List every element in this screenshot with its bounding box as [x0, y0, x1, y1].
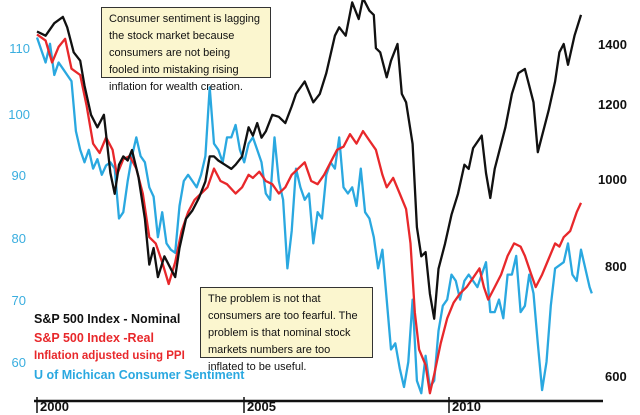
y-left-tick-label: 90 — [11, 168, 26, 183]
annotation-top: Consumer sentiment is lagging the stock … — [101, 7, 271, 93]
y-right-tick-label: 600 — [605, 369, 627, 384]
annotation-bottom: The problem is not that consumers are to… — [200, 287, 373, 373]
series-layer — [35, 0, 593, 395]
y-left-tick-label: 60 — [11, 355, 26, 370]
x-tick-label: 2005 — [247, 399, 276, 414]
y-right-tick-label: 1200 — [598, 97, 627, 112]
x-tick-label: 2000 — [40, 399, 69, 414]
y-right-tick-label: 800 — [605, 259, 627, 274]
legend-real: S&P 500 Index -Real — [34, 331, 154, 345]
y-left-tick-label: 80 — [11, 231, 26, 246]
y-left-tick-label: 70 — [11, 293, 26, 308]
y-left-tick-label: 110 — [9, 41, 30, 56]
legend-nominal: S&P 500 Index - Nominal — [34, 312, 181, 326]
y-right-tick-label: 1000 — [598, 172, 627, 187]
legend-inflation-note: Inflation adjusted using PPI — [34, 350, 185, 362]
x-tick-label: 2010 — [452, 399, 481, 414]
y-left-tick-label: 100 — [8, 107, 30, 122]
series-line-nominal — [36, 0, 583, 320]
series-line-sentiment — [35, 37, 593, 395]
legend-sentiment: U of Michican Consumer Sentiment — [34, 368, 245, 382]
series-line-real — [36, 33, 583, 395]
y-right-tick-label: 1400 — [598, 37, 627, 52]
